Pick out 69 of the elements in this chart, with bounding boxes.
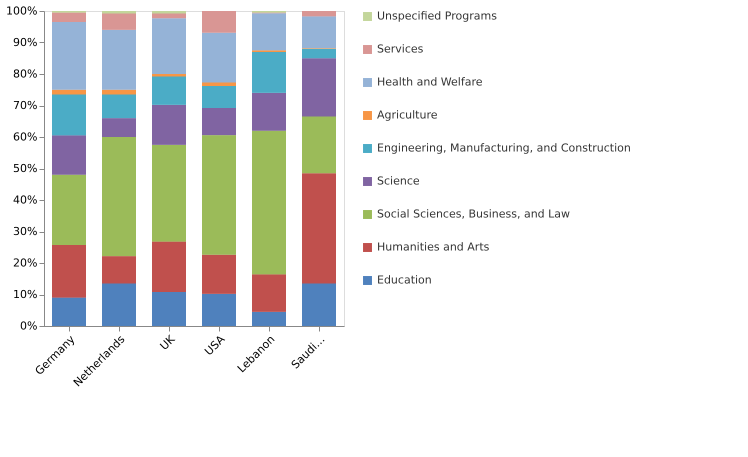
bar — [52, 12, 86, 22]
legend-label: Services — [377, 42, 424, 56]
bar — [302, 116, 336, 174]
bar — [252, 312, 286, 326]
bar — [302, 58, 336, 117]
bar — [202, 108, 236, 136]
y-tick-label: 30% — [13, 225, 38, 238]
bar — [152, 74, 186, 77]
bar — [102, 118, 136, 137]
bar — [252, 274, 286, 312]
bar — [302, 16, 336, 48]
legend-label: Engineering, Manufacturing, and Construction — [377, 142, 631, 154]
bar — [302, 283, 336, 326]
bar — [52, 135, 86, 175]
bar — [102, 283, 136, 326]
bar — [152, 11, 186, 14]
bar — [252, 130, 286, 274]
bar — [252, 13, 286, 50]
y-tick-label: 80% — [13, 68, 38, 80]
bar — [52, 174, 86, 246]
legend-label: Education — [377, 274, 432, 286]
y-tick-label: 10% — [13, 288, 38, 301]
legend-label: Agriculture — [377, 108, 438, 122]
y-tick-label: 100% — [6, 4, 38, 18]
y-tick-label: 90% — [13, 36, 38, 49]
bar — [252, 92, 286, 131]
legend-label: Humanities and Arts — [377, 240, 490, 254]
bar — [202, 135, 236, 255]
bar — [202, 294, 236, 326]
y-tick-label: 60% — [13, 130, 38, 144]
bar — [152, 104, 186, 145]
bar — [152, 76, 186, 105]
bar — [102, 90, 136, 94]
x-tick-label: UK — [158, 332, 178, 353]
bar — [102, 256, 136, 284]
bar — [102, 30, 136, 90]
bar — [52, 298, 86, 326]
bar — [152, 292, 186, 326]
y-tick-label: 70% — [13, 99, 38, 112]
x-tick-label: USA — [202, 332, 228, 358]
bar — [152, 144, 186, 242]
bar — [302, 48, 336, 58]
bar — [202, 86, 236, 108]
y-tick-label: 40% — [13, 194, 38, 206]
bar — [152, 18, 186, 74]
y-tick-label: 20% — [13, 256, 38, 270]
bar — [202, 254, 236, 294]
legend-label: Social Sciences, Business, and Law — [377, 208, 570, 220]
bar — [52, 245, 86, 298]
bar — [102, 137, 136, 256]
bar — [102, 11, 136, 14]
bar — [52, 22, 86, 90]
bar — [52, 90, 86, 94]
legend-label: Health and Welfare — [377, 76, 483, 88]
bar — [102, 14, 136, 30]
bar — [52, 94, 86, 136]
bar — [152, 242, 186, 292]
bar — [102, 94, 136, 118]
bar — [152, 14, 186, 18]
bar — [202, 82, 236, 86]
bar — [302, 173, 336, 284]
bar — [302, 11, 336, 16]
bar — [202, 32, 236, 83]
bar — [202, 11, 236, 33]
bar — [252, 52, 286, 93]
legend-label: Science — [377, 174, 420, 188]
y-tick-label: 50% — [13, 162, 38, 175]
legend-label: Unspecified Programs — [377, 10, 498, 22]
y-tick-label: 0% — [20, 320, 38, 332]
